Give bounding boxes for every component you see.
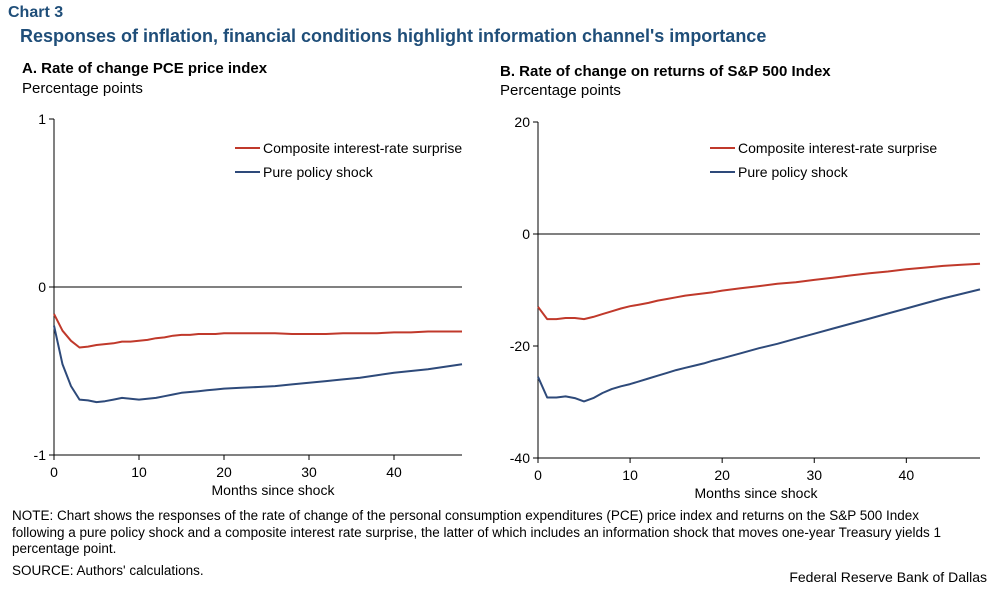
panel-b-legend-label: Pure policy shock xyxy=(738,164,849,180)
panel-a-x-tick-label: 40 xyxy=(386,464,402,480)
panel-a-title: A. Rate of change PCE price index xyxy=(22,60,268,77)
panel-a-legend-label: Composite interest-rate surprise xyxy=(263,140,462,156)
panel-b-x-tick-label: 20 xyxy=(714,467,730,483)
panel-a-series-pure-line xyxy=(53,325,463,404)
panel-a-legend-label: Pure policy shock xyxy=(263,164,374,180)
panel-b-title: B. Rate of change on returns of S&P 500 … xyxy=(500,63,831,80)
panel-a-x-tick-label: 0 xyxy=(50,464,58,480)
chart-note: NOTE: Chart shows the responses of the r… xyxy=(12,508,941,556)
panel-a-y-tick-label: -1 xyxy=(34,447,47,463)
panel-b-x-tick-label: 0 xyxy=(534,467,542,483)
panel-b-legend-label: Composite interest-rate surprise xyxy=(738,140,937,156)
panel-b-series-composite-line xyxy=(537,262,981,321)
panel-a-series-composite-line xyxy=(53,313,462,349)
chart-title: Responses of inflation, financial condit… xyxy=(20,26,767,46)
panel-a-y-tick-label: 1 xyxy=(38,111,46,127)
panel-b-y-tick-label: -20 xyxy=(510,338,530,354)
panel-b-unit-label: Percentage points xyxy=(500,82,621,99)
panel-a-x-tick-label: 30 xyxy=(301,464,317,480)
panel-b-x-axis-label: Months since shock xyxy=(695,485,819,501)
panel-b-y-tick-label: 0 xyxy=(522,226,530,242)
panel-b-x-tick-label: 10 xyxy=(622,467,638,483)
panel-a-x-tick-label: 20 xyxy=(216,464,232,480)
chart-credit: Federal Reserve Bank of Dallas xyxy=(789,569,987,585)
panel-a-y-tick-label: 0 xyxy=(38,279,46,295)
panel-a-x-axis-label: Months since shock xyxy=(212,482,336,498)
chart-number: Chart 3 xyxy=(8,4,64,21)
panel-a-unit-label: Percentage points xyxy=(22,80,143,97)
panel-b-y-tick-label: -40 xyxy=(510,450,530,466)
panel-b-series-pure-line xyxy=(537,288,981,403)
panel-b-y-tick-label: 20 xyxy=(514,114,530,130)
panel-b-x-tick-label: 30 xyxy=(806,467,822,483)
panel-a-x-tick-label: 10 xyxy=(131,464,147,480)
chart-source: SOURCE: Authors' calculations. xyxy=(12,563,204,578)
panel-b-x-tick-label: 40 xyxy=(899,467,915,483)
